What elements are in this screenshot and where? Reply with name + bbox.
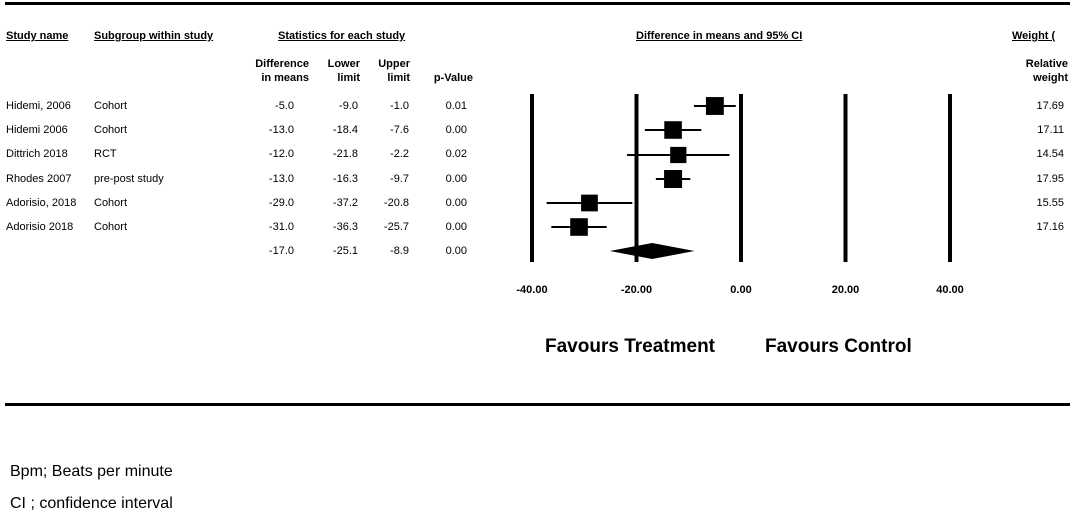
study-weight: 15.55 <box>1036 197 1064 209</box>
summary-diff: -17.0 <box>268 245 294 257</box>
study-pvalue: 0.01 <box>445 100 467 112</box>
study-lower: -9.0 <box>339 100 358 112</box>
study-pvalue: 0.00 <box>445 197 467 209</box>
header-weight: Weight ( <box>1012 30 1056 42</box>
study-upper: -20.8 <box>383 197 409 209</box>
x-tick-label: 40.00 <box>936 284 964 296</box>
study-upper: -2.2 <box>390 148 409 160</box>
study-upper: -7.6 <box>390 124 409 136</box>
study-upper: -9.7 <box>390 173 409 185</box>
study-weight: 17.69 <box>1036 100 1064 112</box>
study-effect-box <box>670 146 687 164</box>
study-subgroup: Cohort <box>94 221 128 233</box>
subheader-upper-2: limit <box>387 72 410 84</box>
summary-lower: -25.1 <box>332 245 358 257</box>
study-name: Hidemi 2006 <box>6 124 68 136</box>
x-tick-label: 20.00 <box>832 284 860 296</box>
pooled-diamond <box>609 243 695 259</box>
study-lower: -36.3 <box>332 221 358 233</box>
summary-upper: -8.9 <box>390 245 409 257</box>
subheader-lower-2: limit <box>337 72 360 84</box>
study-effect-box <box>570 218 588 236</box>
study-name: Dittrich 2018 <box>6 148 68 160</box>
study-lower: -21.8 <box>332 148 358 160</box>
favours-control-label: Favours Control <box>765 336 912 357</box>
study-effect-box <box>664 170 683 188</box>
study-subgroup: pre-post study <box>94 173 164 185</box>
study-pvalue: 0.02 <box>445 148 467 160</box>
study-subgroup: RCT <box>94 148 117 160</box>
header-statistics: Statistics for each study <box>278 30 406 42</box>
study-diff: -31.0 <box>268 221 294 233</box>
study-upper: -25.7 <box>383 221 409 233</box>
study-diff: -12.0 <box>268 148 294 160</box>
footnote-ci: CI ; confidence interval <box>10 495 173 512</box>
subheader-weight-1: Relative <box>1025 58 1068 70</box>
study-diff: -29.0 <box>268 197 294 209</box>
x-tick-label: 0.00 <box>730 284 751 296</box>
study-lower: -16.3 <box>332 173 358 185</box>
x-tick-label: -20.00 <box>621 284 652 296</box>
study-subgroup: Cohort <box>94 100 128 112</box>
summary-pvalue: 0.00 <box>445 245 467 257</box>
study-upper: -1.0 <box>390 100 409 112</box>
study-subgroup: Cohort <box>94 197 128 209</box>
study-effect-box <box>705 97 724 115</box>
study-weight: 14.54 <box>1036 148 1064 160</box>
subheader-diff-2: in means <box>261 72 309 84</box>
study-name: Hidemi, 2006 <box>6 100 71 112</box>
top-rule <box>5 2 1070 5</box>
subheader-lower-1: Lower <box>327 58 360 70</box>
study-weight: 17.16 <box>1036 221 1064 233</box>
subheader-pvalue: p-Value <box>433 72 473 84</box>
study-weight: 17.11 <box>1037 124 1064 136</box>
study-diff: -13.0 <box>268 173 294 185</box>
study-pvalue: 0.00 <box>445 173 467 185</box>
favours-treatment-label: Favours Treatment <box>545 336 715 357</box>
study-name: Rhodes 2007 <box>6 173 72 185</box>
study-effect-box <box>581 194 598 212</box>
bottom-rule <box>5 403 1070 406</box>
study-diff: -5.0 <box>275 100 294 112</box>
forest-plot: -40.00 -20.00 0.00 20.00 40.00 <box>516 94 964 296</box>
study-lower: -37.2 <box>332 197 358 209</box>
study-diff: -13.0 <box>268 124 294 136</box>
study-name: Adorisio 2018 <box>6 221 74 233</box>
subheader-upper-1: Upper <box>378 58 410 70</box>
x-tick-label: -40.00 <box>516 284 547 296</box>
study-pvalue: 0.00 <box>445 124 467 136</box>
footnote-bpm: Bpm; Beats per minute <box>10 463 173 480</box>
subheader-weight-2: weight <box>1033 72 1068 84</box>
study-name: Adorisio, 2018 <box>6 197 77 209</box>
header-subgroup: Subgroup within study <box>94 30 214 42</box>
study-weight: 17.95 <box>1036 173 1064 185</box>
header-plot: Difference in means and 95% CI <box>636 30 803 42</box>
subheader-diff-1: Difference <box>255 58 309 70</box>
study-lower: -18.4 <box>332 124 358 136</box>
study-pvalue: 0.00 <box>445 221 467 233</box>
study-subgroup: Cohort <box>94 124 128 136</box>
study-effect-box <box>664 121 682 139</box>
header-study-name: Study name <box>6 30 69 42</box>
